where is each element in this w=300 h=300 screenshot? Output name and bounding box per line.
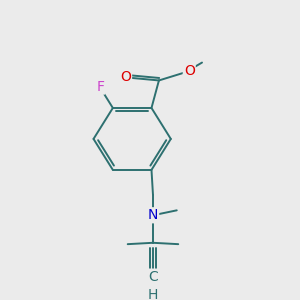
Text: O: O: [120, 70, 131, 84]
Text: C: C: [148, 270, 158, 283]
Text: F: F: [96, 80, 104, 94]
Text: O: O: [184, 64, 195, 78]
Text: H: H: [148, 287, 158, 300]
Text: N: N: [148, 208, 158, 222]
